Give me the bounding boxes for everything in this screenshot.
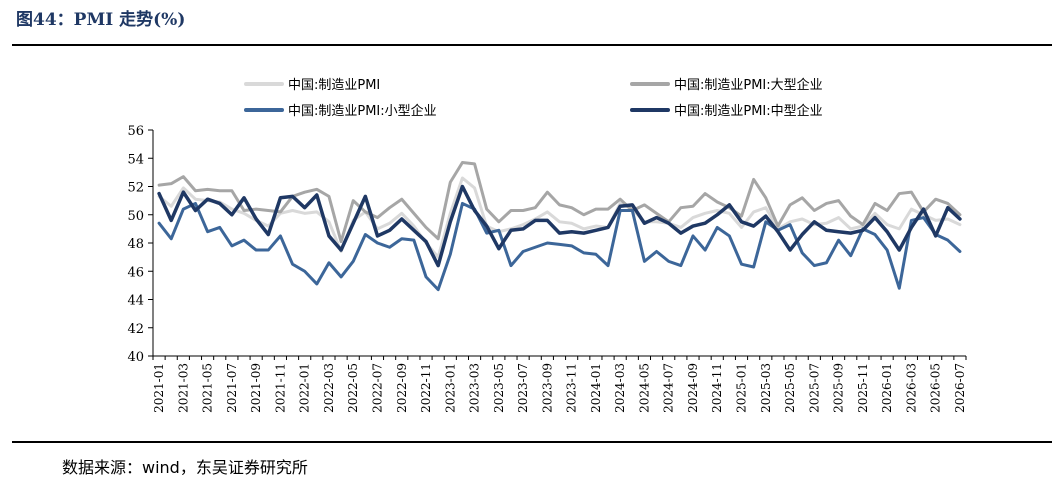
- x-tick-label: 2025-11: [856, 363, 870, 413]
- bottom-rule: [12, 441, 1052, 443]
- chart-series: [157, 160, 962, 292]
- y-tick-label: 40: [127, 350, 144, 365]
- x-tick-label: 2024-01: [589, 363, 603, 413]
- x-tick-label: 2023-05: [492, 363, 506, 413]
- x-tick-label: 2026-05: [929, 363, 943, 413]
- figure-title: 图44：PMI 走势(%): [16, 10, 186, 30]
- chart-axes: 40 42 44 46 48 50 52 54 56 2021-01 2021-03 2021-05 2…: [127, 124, 966, 413]
- legend-label-4: 中国:制造业PMI:中型企业: [674, 103, 823, 119]
- y-tick-label: 44: [127, 294, 144, 309]
- x-tick-label: 2024-07: [662, 363, 676, 413]
- y-tick-label: 56: [127, 124, 144, 139]
- x-tick-label: 2021-05: [201, 363, 215, 413]
- legend-label-2: 中国:制造业PMI:大型企业: [674, 77, 823, 93]
- x-tick-label: 2021-03: [176, 363, 190, 413]
- x-tick-label: 2026-07: [953, 363, 967, 413]
- legend-label-3: 中国:制造业PMI:小型企业: [288, 103, 437, 119]
- y-tick-label: 52: [127, 181, 144, 196]
- x-tick-label: 2026-01: [880, 363, 894, 413]
- x-tick-label: 2024-11: [710, 363, 724, 413]
- x-tick-label: 2023-09: [540, 363, 554, 413]
- series-line-1: [157, 176, 962, 259]
- x-tick-label: 2023-07: [516, 363, 530, 413]
- x-tick-label: 2023-01: [443, 363, 457, 413]
- x-tick-label: 2021-11: [273, 363, 287, 413]
- x-tick-label: 2024-05: [637, 363, 651, 413]
- x-tick-label: 2025-01: [735, 363, 749, 413]
- x-tick-label: 2026-03: [904, 363, 918, 413]
- x-tick-label: 2022-05: [346, 363, 360, 413]
- top-rule: [12, 44, 1052, 46]
- series-line-3: [157, 201, 962, 292]
- x-tick-label: 2022-11: [419, 363, 433, 413]
- x-tick-label: 2021-09: [249, 363, 263, 413]
- x-tick-label: 2021-01: [152, 363, 166, 413]
- x-tick-label: 2022-01: [298, 363, 312, 413]
- x-tick-label: 2022-07: [370, 363, 384, 413]
- x-tick-label: 2024-03: [613, 363, 627, 413]
- x-tick-label: 2023-03: [468, 363, 482, 413]
- x-tick-label: 2023-11: [565, 363, 579, 413]
- y-tick-label: 54: [127, 152, 144, 167]
- x-tick-label: 2025-07: [807, 363, 821, 413]
- data-source-note: 数据来源：wind，东吴证券研究所: [62, 458, 308, 477]
- series-line-4: [157, 184, 962, 268]
- x-tick-label: 2024-09: [686, 363, 700, 413]
- x-tick-label: 2022-03: [322, 363, 336, 413]
- x-tick-label: 2022-09: [395, 363, 409, 413]
- legend-label-1: 中国:制造业PMI: [288, 78, 380, 93]
- y-tick-label: 42: [127, 322, 144, 337]
- y-tick-label: 50: [127, 209, 144, 224]
- x-tick-label: 2021-07: [225, 363, 239, 413]
- x-tick-label: 2025-03: [759, 363, 773, 413]
- x-tick-label: 2025-09: [832, 363, 846, 413]
- x-tick-label: 2025-05: [783, 363, 797, 413]
- y-tick-label: 46: [127, 265, 144, 280]
- y-tick-label: 48: [127, 237, 144, 252]
